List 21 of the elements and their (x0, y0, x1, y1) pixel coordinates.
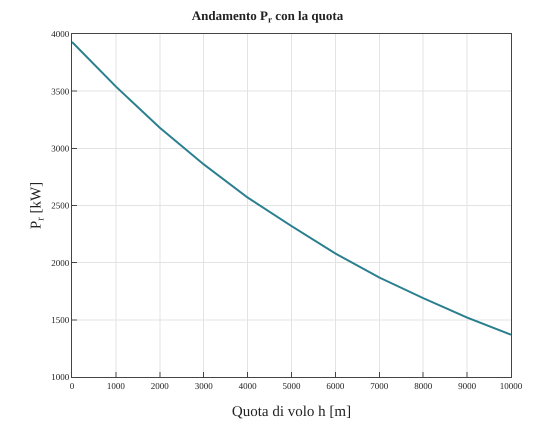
x-tick-label: 1000 (106, 380, 126, 391)
y-tick-label: 3500 (51, 86, 70, 96)
x-tick-label: 5000 (282, 380, 301, 391)
x-tick-label: 10000 (500, 380, 523, 391)
x-axis-title: Quota di volo h [m] (232, 404, 352, 420)
x-tick-label: 6000 (326, 380, 345, 391)
y-tick-label: 4000 (51, 29, 70, 40)
y-tick-label: 2000 (51, 258, 70, 268)
y-tick-label: 1500 (51, 314, 70, 325)
x-tick-label: 2000 (150, 380, 170, 391)
x-tick-label: 8000 (414, 380, 433, 391)
x-tick-label: 7000 (370, 380, 389, 391)
y-tick-label: 2500 (51, 200, 70, 211)
chart-title: Andamento P$_{r}$ con la quota (192, 8, 344, 25)
line-series (72, 41, 511, 336)
x-tick-label: 4000 (238, 380, 258, 391)
y-tick-label: 3000 (51, 143, 70, 154)
x-tick-label: 3000 (194, 380, 214, 391)
x-tick-label: 0 (70, 380, 75, 391)
y-tick-label: 1000 (51, 372, 70, 382)
x-tick-label: 9000 (458, 380, 477, 391)
